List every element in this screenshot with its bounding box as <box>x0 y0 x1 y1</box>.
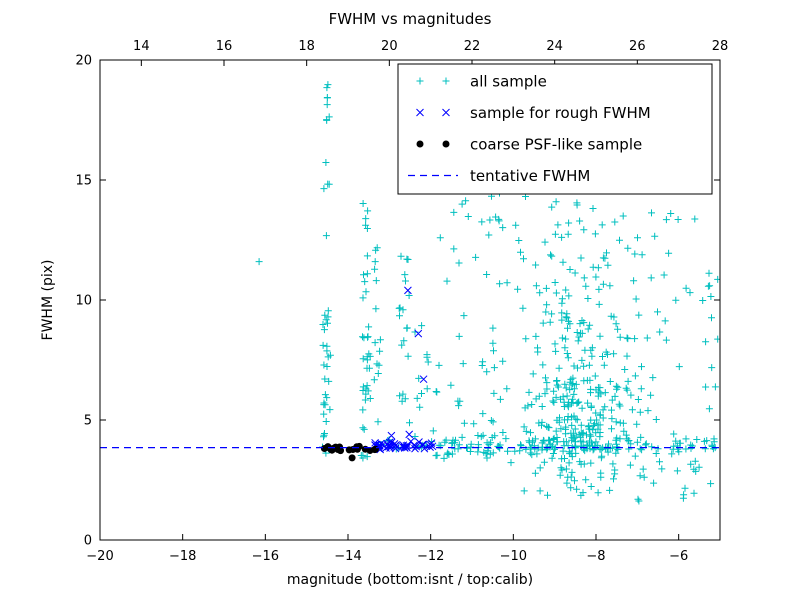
x-tick-label: −14 <box>334 549 361 564</box>
legend-dot-marker <box>416 140 424 148</box>
series-all-sample <box>255 81 720 505</box>
top-tick-label: 16 <box>216 39 233 54</box>
y-tick-label: 20 <box>75 54 92 69</box>
top-tick-label: 24 <box>546 39 563 54</box>
x-tick-label: −18 <box>169 549 196 564</box>
legend-label: tentative FWHM <box>470 167 590 185</box>
y-axis-label: FWHM (pix) <box>40 260 56 341</box>
x-tick-label: −12 <box>417 549 444 564</box>
top-tick-label: 28 <box>712 39 729 54</box>
x-tick-label: −8 <box>586 549 605 564</box>
top-tick-label: 20 <box>381 39 398 54</box>
dot-marker <box>348 454 356 462</box>
y-tick-label: 0 <box>84 534 92 549</box>
dot-marker <box>355 442 363 450</box>
legend-label: sample for rough FWHM <box>470 104 651 122</box>
x-tick-label: −16 <box>252 549 279 564</box>
x-tick-label: −10 <box>500 549 527 564</box>
top-tick-label: 26 <box>629 39 646 54</box>
dot-marker <box>334 446 342 453</box>
legend-box <box>397 63 713 195</box>
plot-frame <box>99 59 721 541</box>
legend-x-marker <box>416 108 450 117</box>
legend-label: coarse PSF-like sample <box>470 136 642 154</box>
axes: −20 −18 −16 −14 −12 −10 −8 −6 14 16 18 20 22 24 26 28 0 5… <box>75 39 728 564</box>
x-axis-label: magnitude (bottom:isnt / top:calib) <box>287 572 533 588</box>
y-tick-label: 15 <box>75 174 92 189</box>
data-points <box>100 81 720 505</box>
y-tick-label: 5 <box>84 414 92 429</box>
top-tick-label: 22 <box>464 39 481 54</box>
x-tick-label: −6 <box>669 549 688 564</box>
legend-plus-marker <box>416 77 450 85</box>
series-sample-for-rough-FWHM <box>371 286 437 454</box>
chart-title: FWHM vs magnitudes <box>329 10 492 28</box>
axes-box <box>99 59 721 541</box>
y-tick-label: 10 <box>75 294 92 309</box>
legend-label: all sample <box>470 73 547 91</box>
dot-marker <box>366 447 374 454</box>
top-tick-label: 18 <box>298 39 315 54</box>
series-coarse-PSF-like-sample <box>320 442 379 462</box>
legend: all sample sample for rough FWHM coarse PS… <box>397 63 713 195</box>
legend-dot-marker <box>442 140 450 148</box>
top-tick-label: 14 <box>133 39 150 54</box>
x-tick-label: −20 <box>86 549 113 564</box>
